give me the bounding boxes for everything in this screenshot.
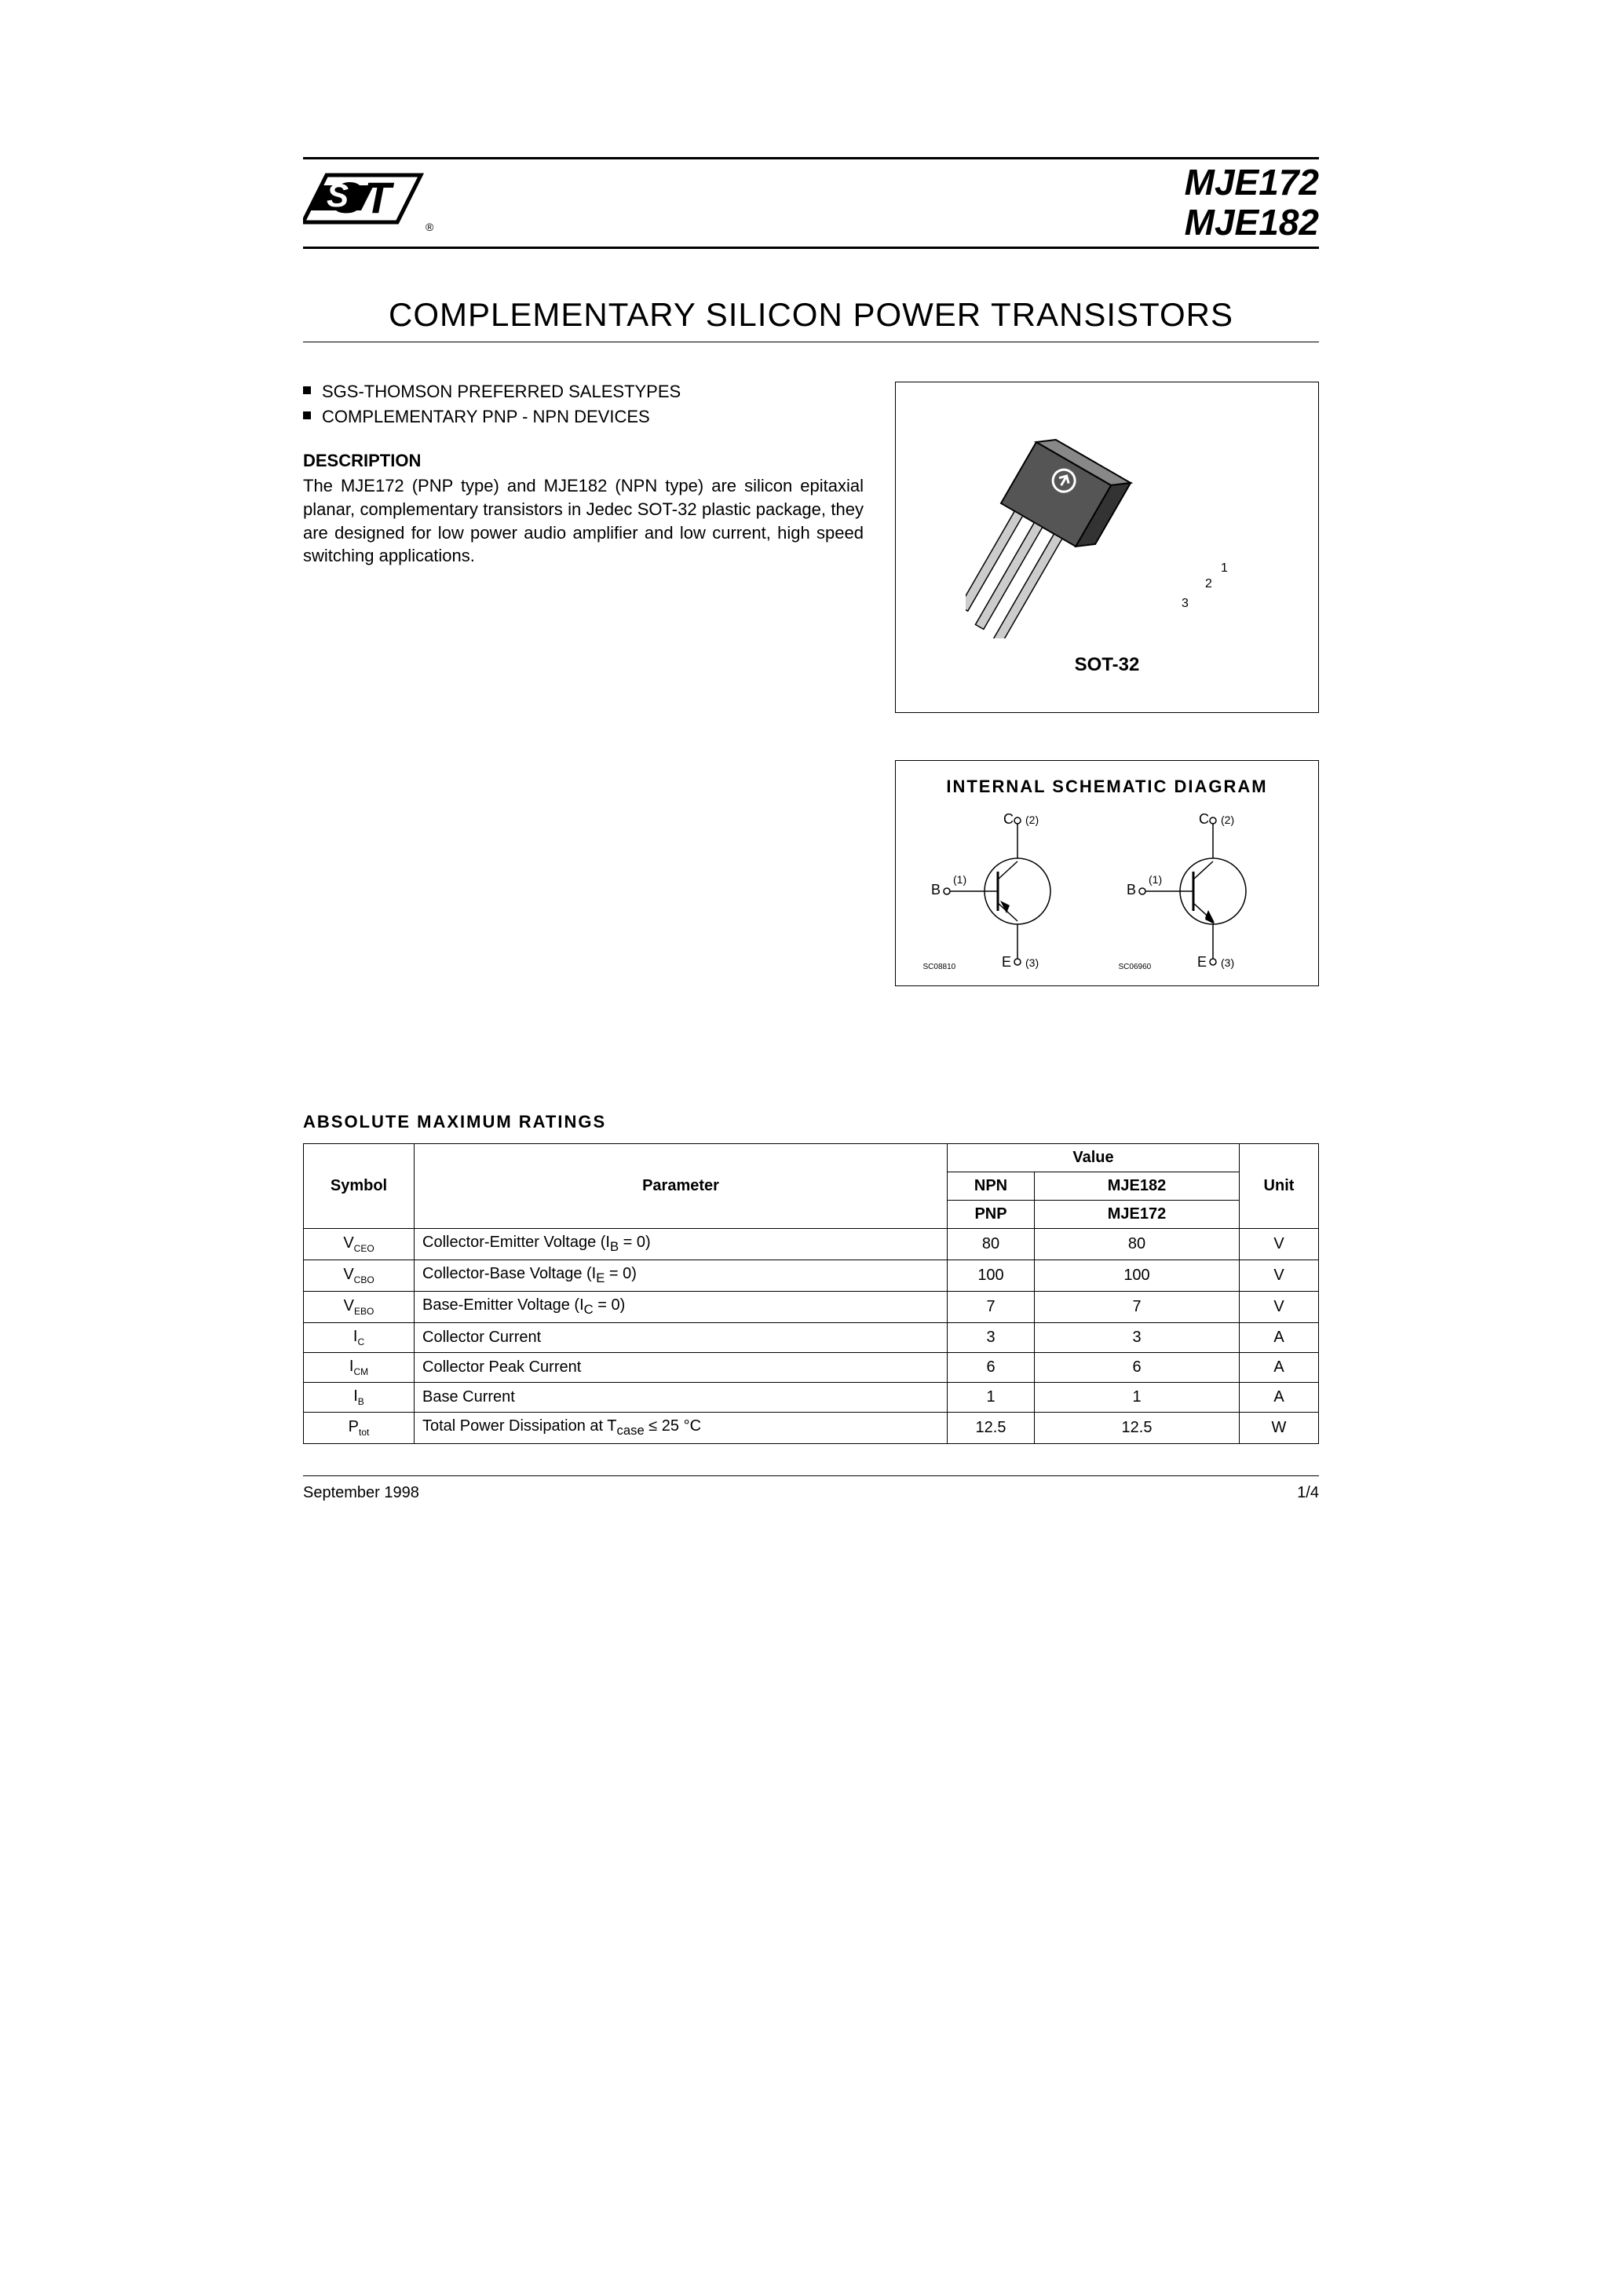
schem-code-right: SC06960	[1119, 963, 1152, 971]
bullet-text: SGS-THOMSON PREFERRED SALESTYPES	[322, 382, 681, 402]
svg-text:(1): (1)	[953, 873, 966, 886]
table-row: VCBOCollector-Base Voltage (IE = 0)10010…	[304, 1260, 1319, 1292]
schematic-title: INTERNAL SCHEMATIC DIAGRAM	[911, 777, 1302, 797]
package-label: SOT-32	[1075, 654, 1140, 676]
description-text: The MJE172 (PNP type) and MJE182 (NPN ty…	[303, 474, 864, 568]
pnp-label: PNP	[948, 1201, 1035, 1229]
pin-3-label: 3	[1182, 597, 1189, 610]
svg-text:E: E	[1197, 954, 1207, 970]
th-value: Value	[948, 1144, 1240, 1172]
svg-text:(3): (3)	[1221, 956, 1234, 969]
table-row: PtotTotal Power Dissipation at Tcase ≤ 2…	[304, 1413, 1319, 1444]
npn-schematic: B (1) C (2) E (3) SC06960	[1119, 813, 1291, 970]
schem-code-left: SC08810	[923, 963, 956, 971]
svg-text:B: B	[931, 882, 941, 898]
pnp-part: MJE172	[1035, 1201, 1240, 1229]
svg-text:S: S	[327, 177, 349, 214]
npn-part: MJE182	[1035, 1172, 1240, 1201]
bullet-text: COMPLEMENTARY PNP - NPN DEVICES	[322, 407, 650, 427]
st-logo: S T S ®	[303, 167, 437, 238]
svg-text:T: T	[364, 173, 395, 222]
ratings-heading: ABSOLUTE MAXIMUM RATINGS	[303, 1112, 1319, 1132]
svg-text:(3): (3)	[1025, 956, 1039, 969]
description-heading: DESCRIPTION	[303, 451, 864, 471]
pin-2-label: 2	[1205, 577, 1212, 590]
svg-text:C: C	[1199, 813, 1209, 827]
feature-list: SGS-THOMSON PREFERRED SALESTYPES COMPLEM…	[303, 382, 864, 427]
svg-text:(2): (2)	[1025, 813, 1039, 826]
footer-page: 1/4	[1297, 1484, 1319, 1502]
th-symbol: Symbol	[304, 1144, 415, 1229]
th-parameter: Parameter	[415, 1144, 948, 1229]
footer-date: September 1998	[303, 1484, 419, 1502]
pnp-schematic: B (1) C (2) E (3) SC08810	[923, 813, 1096, 970]
package-diagram: 1 2 3 SOT-32	[895, 382, 1319, 713]
table-row: IBBase Current11A	[304, 1383, 1319, 1413]
th-unit: Unit	[1240, 1144, 1319, 1229]
table-row: VCEOCollector-Emitter Voltage (IB = 0)80…	[304, 1229, 1319, 1260]
ratings-table: Symbol Parameter Value Unit NPN MJE182 P…	[303, 1143, 1319, 1444]
part-number-2: MJE182	[1185, 203, 1319, 243]
bullet-icon	[303, 411, 311, 419]
svg-text:(1): (1)	[1149, 873, 1162, 886]
bullet-icon	[303, 386, 311, 394]
npn-label: NPN	[948, 1172, 1035, 1201]
svg-text:E: E	[1002, 954, 1011, 970]
table-row: ICCollector Current33A	[304, 1323, 1319, 1353]
schematic-diagram: INTERNAL SCHEMATIC DIAGRAM	[895, 760, 1319, 986]
table-row: VEBOBase-Emitter Voltage (IC = 0)77V	[304, 1292, 1319, 1323]
registered-mark: ®	[426, 221, 433, 233]
pin-1-label: 1	[1221, 561, 1228, 575]
part-number-1: MJE172	[1185, 163, 1319, 203]
svg-text:(2): (2)	[1221, 813, 1234, 826]
svg-text:B: B	[1127, 882, 1136, 898]
page-title: COMPLEMENTARY SILICON POWER TRANSISTORS	[303, 296, 1319, 334]
svg-text:C: C	[1003, 813, 1014, 827]
table-row: ICMCollector Peak Current66A	[304, 1353, 1319, 1383]
